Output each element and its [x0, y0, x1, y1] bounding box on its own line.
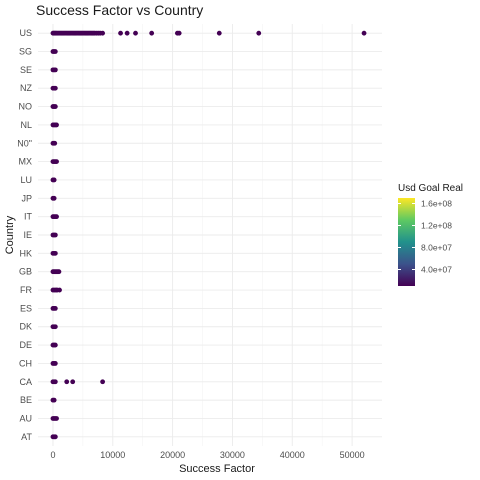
- data-point: [52, 342, 58, 348]
- data-point: [57, 287, 62, 293]
- y-axis-tick-labels: AT AU BE CA CH DE DK ES FR GB HK IE IT JP LU MX N0" NL NO N…: [17, 28, 32, 442]
- y-tick-label: SG: [19, 47, 32, 57]
- data-point: [54, 416, 59, 421]
- y-tick-label: IE: [23, 230, 32, 240]
- data-point: [52, 324, 58, 330]
- data-point: [52, 85, 58, 91]
- y-tick-label: SE: [20, 65, 32, 75]
- y-tick-label: US: [19, 28, 32, 38]
- data-point: [52, 104, 58, 109]
- x-axis-title: Success Factor: [179, 463, 255, 475]
- y-tick-label: MX: [19, 157, 33, 167]
- y-tick-label: CA: [19, 377, 32, 387]
- data-point: [54, 159, 59, 165]
- grid-lines: [38, 24, 382, 446]
- data-point: [52, 434, 58, 440]
- y-tick-label: ES: [20, 303, 32, 313]
- data-point: [216, 30, 222, 36]
- y-tick-label: AT: [21, 432, 32, 442]
- data-point: [52, 305, 58, 311]
- y-tick-label: GB: [19, 267, 32, 277]
- data-point: [52, 361, 58, 366]
- data-point: [124, 30, 130, 36]
- x-tick-label: 40000: [280, 450, 305, 460]
- y-tick-label: JP: [21, 193, 32, 203]
- data-point: [100, 30, 106, 36]
- chart-title: Success Factor vs Country: [36, 2, 203, 18]
- data-point: [118, 30, 123, 36]
- color-legend: Usd Goal Real 1.6e+08 1.2e+08 8.0e+07 4.0e+…: [398, 183, 463, 286]
- data-point: [133, 30, 138, 36]
- data-point: [52, 379, 58, 385]
- data-point: [100, 379, 106, 385]
- y-tick-label: BE: [20, 395, 32, 405]
- legend-label: 1.6e+08: [421, 199, 452, 209]
- legend-colorbar: [398, 198, 415, 286]
- legend-label: 8.0e+07: [421, 243, 452, 253]
- x-tick-label: 10000: [100, 450, 125, 460]
- data-point: [52, 250, 58, 256]
- data-point: [51, 195, 57, 201]
- y-tick-label: NZ: [20, 83, 32, 93]
- data-point: [149, 30, 155, 36]
- y-tick-label: CH: [19, 358, 32, 368]
- data-point: [361, 30, 367, 36]
- data-point: [64, 379, 70, 385]
- y-tick-label: DE: [19, 340, 32, 350]
- data-point: [70, 379, 76, 385]
- data-point: [52, 49, 58, 54]
- y-tick-label: HK: [19, 248, 32, 258]
- data-point: [176, 30, 182, 36]
- data-points: [50, 30, 367, 440]
- data-point: [52, 140, 58, 146]
- y-tick-label: FR: [20, 285, 32, 295]
- legend-label: 1.2e+08: [421, 221, 452, 231]
- legend-title: Usd Goal Real: [398, 183, 463, 194]
- x-tick-label: 50000: [340, 450, 365, 460]
- x-tick-label: 0: [50, 450, 55, 460]
- data-point: [56, 269, 62, 275]
- y-tick-label: NO: [19, 102, 33, 112]
- y-tick-label: N0": [17, 138, 32, 148]
- data-point: [51, 177, 57, 183]
- y-axis-title: Country: [4, 215, 16, 254]
- x-tick-label: 30000: [220, 450, 245, 460]
- data-point: [54, 214, 59, 220]
- y-tick-label: LU: [20, 175, 32, 185]
- y-tick-label: NL: [20, 120, 32, 130]
- data-point: [54, 122, 59, 128]
- legend-ticks: 1.6e+08 1.2e+08 8.0e+07 4.0e+07: [398, 199, 452, 275]
- x-tick-label: 20000: [160, 450, 185, 460]
- data-point: [52, 67, 58, 73]
- data-point: [52, 232, 58, 238]
- y-tick-label: AU: [19, 413, 32, 423]
- data-point: [256, 30, 262, 36]
- y-tick-label: IT: [24, 212, 33, 222]
- legend-label: 4.0e+07: [421, 265, 452, 275]
- data-point: [51, 397, 57, 403]
- x-axis-tick-labels: 0 10000 20000 30000 40000 50000: [50, 450, 364, 460]
- y-tick-label: DK: [19, 322, 32, 332]
